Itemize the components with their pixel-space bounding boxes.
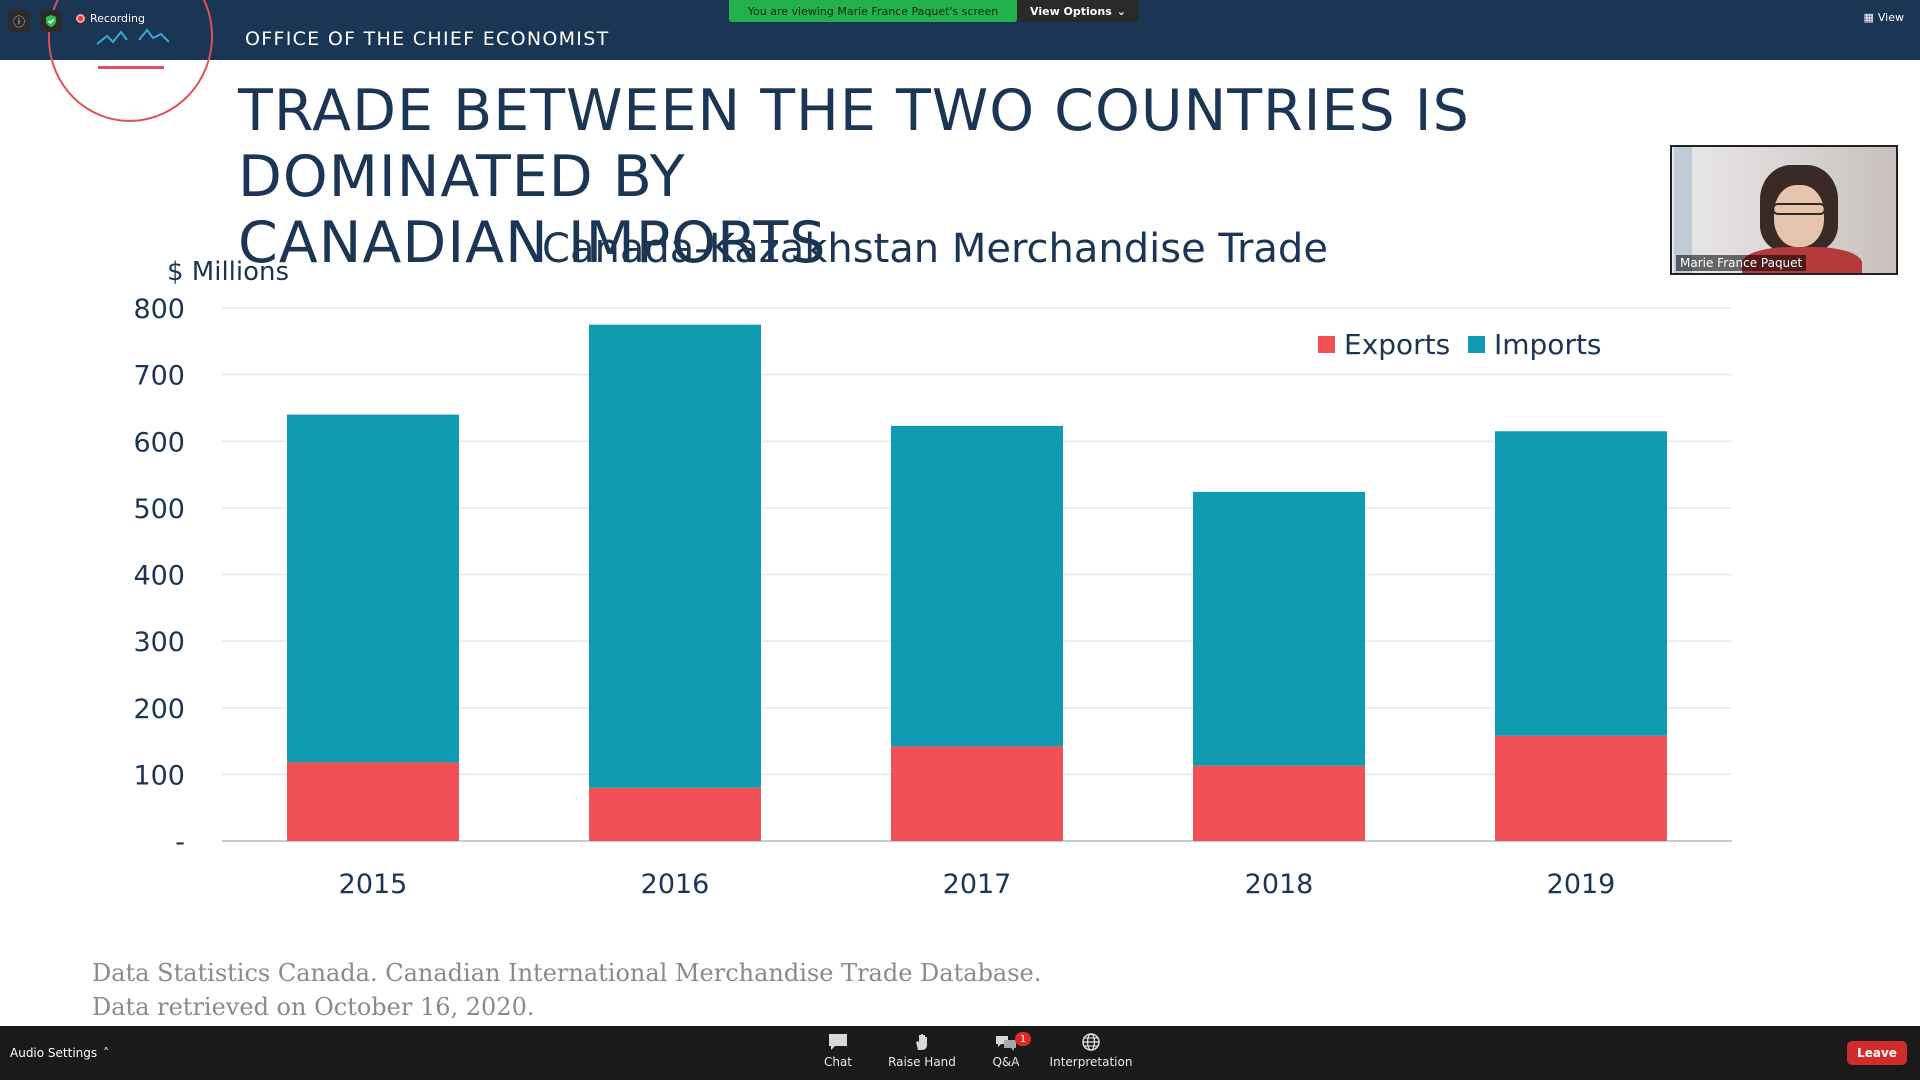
interpretation-label: Interpretation <box>1049 1055 1133 1069</box>
raise-hand-icon <box>916 1034 927 1050</box>
qa-button[interactable]: 1 Q&A <box>961 1032 1051 1078</box>
chat-button[interactable]: Chat <box>793 1032 883 1078</box>
x-tick-label: 2016 <box>641 869 710 900</box>
source-line1: Data Statistics Canada. Canadian Interna… <box>92 959 1042 987</box>
bar-exports-2015 <box>287 762 459 841</box>
interpretation-button[interactable]: Interpretation <box>1046 1032 1136 1078</box>
y-tick-label: 600 <box>133 427 185 458</box>
grid-view-icon: ▦ <box>1863 11 1874 24</box>
y-tick-label: 500 <box>133 494 185 525</box>
office-title: OFFICE OF THE CHIEF ECONOMIST <box>245 28 610 50</box>
bar-imports-2017 <box>891 425 1063 747</box>
view-options-button[interactable]: View Options ⌄ <box>1017 0 1139 22</box>
participant-video-tile[interactable]: Marie France Paquet <box>1670 145 1898 275</box>
legend-label-exports: Exports <box>1344 328 1450 361</box>
raise-hand-label: Raise Hand <box>888 1055 956 1069</box>
chart-title: Canada-Kazakhstan Merchandise Trade <box>542 226 1328 272</box>
trade-chart: Canada-Kazakhstan Merchandise Trade $ Mi… <box>133 226 1732 900</box>
security-shield-icon[interactable] <box>40 10 62 32</box>
chart-ylabel: $ Millions <box>167 257 289 287</box>
chat-icon <box>829 1034 847 1050</box>
recording-label: Recording <box>90 12 146 25</box>
bar-imports-2018 <box>1193 491 1365 766</box>
legend-swatch-imports <box>1468 336 1485 353</box>
y-tick-label: 400 <box>133 561 185 592</box>
video-person-glasses <box>1772 203 1826 215</box>
chart-legend: Exports Imports <box>1318 328 1602 361</box>
leave-button[interactable]: Leave <box>1847 1041 1907 1065</box>
slide-title-line2: CANADIAN IMPORTS <box>238 210 827 276</box>
view-options-label: View Options <box>1030 4 1112 18</box>
y-tick-label: 800 <box>133 294 185 325</box>
qa-icon <box>996 1036 1016 1051</box>
y-tick-label: 700 <box>133 361 185 392</box>
bar-exports-2017 <box>891 746 1063 841</box>
chevron-down-icon: ⌄ <box>1116 4 1126 18</box>
audio-settings-button[interactable]: Audio Settings ˄ <box>10 1046 109 1060</box>
legend-swatch-exports <box>1318 336 1335 353</box>
x-tick-label: 2017 <box>943 869 1012 900</box>
bar-exports-2019 <box>1495 735 1667 841</box>
chart-axes: - 100 200 300 400 500 600 700 800 2015 2016 2017 201… <box>133 294 1615 900</box>
bar-imports-2016 <box>589 324 761 788</box>
meeting-toolbar: Audio Settings ˄ Chat Raise Hand 1 Q&A I… <box>0 1026 1920 1080</box>
x-tick-label: 2019 <box>1547 869 1616 900</box>
recording-indicator[interactable]: Recording <box>76 12 145 25</box>
participant-name: Marie France Paquet <box>1676 255 1807 271</box>
chart-bars <box>287 324 1667 841</box>
logo-dash <box>98 66 164 69</box>
bar-imports-2019 <box>1495 431 1667 736</box>
bar-exports-2016 <box>589 787 761 841</box>
qa-badge: 1 <box>1015 1032 1031 1046</box>
y-tick-label: - <box>175 827 185 858</box>
chat-label: Chat <box>823 1055 853 1069</box>
view-button[interactable]: ▦ View <box>1863 11 1904 24</box>
source-note: Data Statistics Canada. Canadian Interna… <box>92 956 1041 1024</box>
globe-icon <box>1082 1033 1100 1051</box>
video-door <box>1674 147 1692 273</box>
legend-label-imports: Imports <box>1494 328 1602 361</box>
slide-title: TRADE BETWEEN THE TWO COUNTRIES IS DOMIN… <box>238 78 1838 276</box>
chevron-up-icon: ˄ <box>103 1046 110 1060</box>
audio-settings-label: Audio Settings <box>10 1046 98 1060</box>
logo-wave-icon <box>96 28 170 45</box>
x-tick-label: 2018 <box>1245 869 1314 900</box>
video-person-face <box>1774 185 1824 247</box>
y-tick-label: 200 <box>133 694 185 725</box>
meeting-info-icon[interactable]: ⓘ <box>8 10 30 32</box>
slide-title-line1: TRADE BETWEEN THE TWO COUNTRIES IS DOMIN… <box>238 78 1470 210</box>
qa-label: Q&A <box>992 1055 1020 1069</box>
view-label: View <box>1877 11 1904 24</box>
viewing-screen-banner: You are viewing Marie France Paquet's sc… <box>729 0 1017 22</box>
bar-exports-2018 <box>1193 765 1365 841</box>
source-line2: Data retrieved on October 16, 2020. <box>92 993 535 1021</box>
bar-imports-2015 <box>287 414 459 763</box>
recording-dot-icon <box>76 14 85 23</box>
y-tick-label: 100 <box>133 760 185 791</box>
x-tick-label: 2015 <box>339 869 408 900</box>
y-tick-label: 300 <box>133 627 185 658</box>
raise-hand-button[interactable]: Raise Hand <box>877 1032 967 1078</box>
